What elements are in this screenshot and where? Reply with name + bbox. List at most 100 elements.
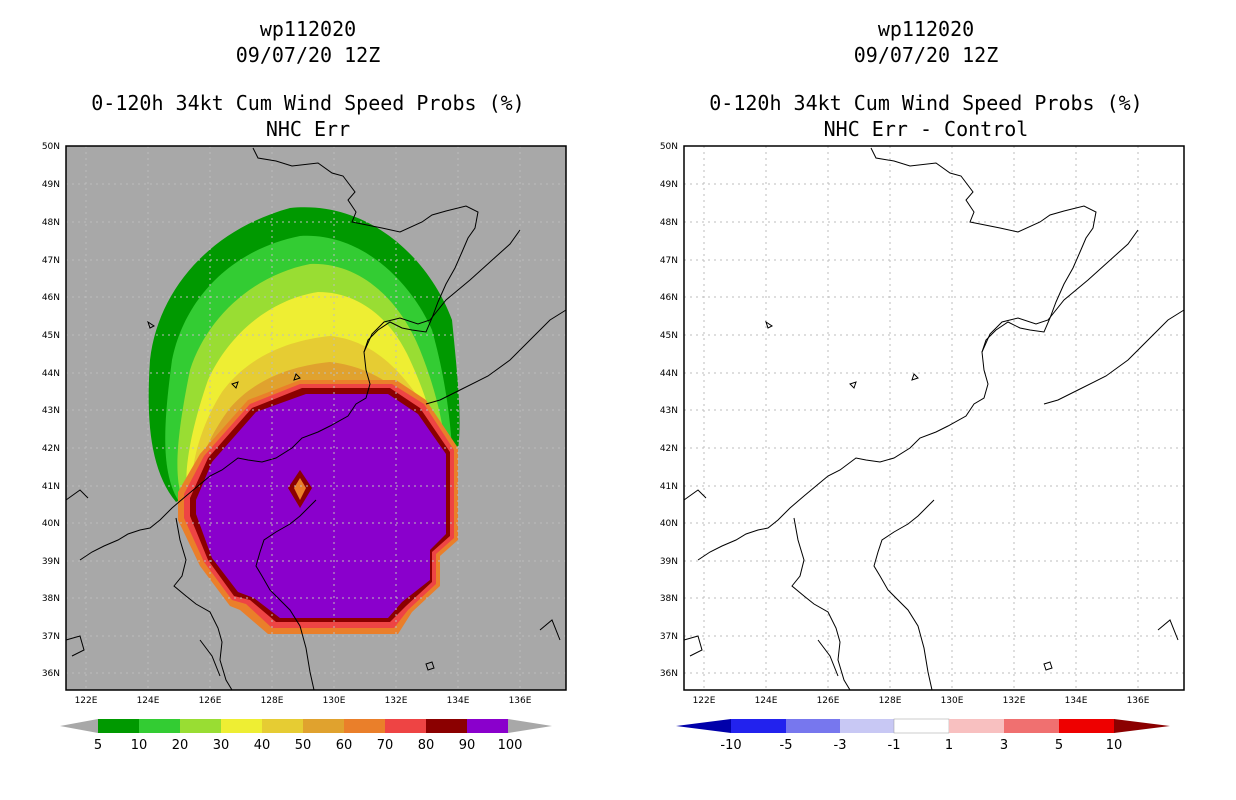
left-lon-label: 130E	[323, 696, 346, 706]
left-datetime: 09/07/20 12Z	[235, 43, 381, 67]
right-map-frame	[683, 145, 1185, 691]
left-colorbar-label: 20	[172, 738, 189, 753]
right-product-title: 0-120h 34kt Cum Wind Speed Probs (%)	[709, 91, 1143, 115]
left-lat-labels: 50N 49N 48N 47N 46N 45N 44N 43N 42N 41N …	[42, 142, 60, 679]
left-colorbar-label: 10	[131, 738, 148, 753]
left-colorbar-low-arrow	[60, 719, 98, 733]
right-colorbar-swatch	[1004, 719, 1059, 733]
right-colorbar: -10 -5 -3 -1 1 3 5 10	[676, 718, 1170, 753]
left-colorbar-swatch	[98, 719, 139, 733]
right-colorbar-swatch	[840, 719, 894, 733]
prob-max-diamond-inner	[294, 478, 306, 500]
right-lon-labels: 122E 124E 126E 128E 130E 132E 134E 136E	[693, 696, 1150, 706]
right-coastlines	[683, 147, 1185, 691]
right-lat-label: 39N	[660, 557, 678, 567]
right-storm-id: wp112020	[877, 17, 975, 41]
right-lon-label: 122E	[693, 696, 716, 706]
right-colorbar-low-arrow	[676, 719, 731, 733]
right-colorbar-swatch	[949, 719, 1004, 733]
right-colorbar-label: -10	[720, 738, 741, 753]
left-lat-label: 39N	[42, 557, 60, 567]
right-lat-label: 38N	[660, 594, 678, 604]
right-lat-label: 44N	[660, 369, 678, 379]
right-lon-label: 136E	[1127, 696, 1150, 706]
right-lon-label: 132E	[1003, 696, 1026, 706]
left-lat-label: 48N	[42, 218, 60, 228]
right-colorbar-label: 1	[945, 738, 953, 753]
left-coastlines	[65, 147, 567, 691]
right-lat-label: 46N	[660, 293, 678, 303]
left-lon-labels: 122E 124E 126E 128E 130E 132E 134E 136E	[75, 696, 532, 706]
left-colorbar-swatch	[344, 719, 385, 733]
right-lat-label: 50N	[660, 142, 678, 152]
left-lat-label: 41N	[42, 482, 60, 492]
left-colorbar-swatch	[262, 719, 303, 733]
left-lat-label: 43N	[42, 406, 60, 416]
right-lon-label: 130E	[941, 696, 964, 706]
right-lon-label: 126E	[817, 696, 840, 706]
right-lon-label: 128E	[879, 696, 902, 706]
left-colorbar-label: 5	[94, 738, 102, 753]
left-lon-label: 136E	[509, 696, 532, 706]
left-lat-label: 47N	[42, 256, 60, 266]
left-lon-label: 126E	[199, 696, 222, 706]
left-colorbar-label: 60	[336, 738, 353, 753]
left-colorbar-label: 90	[459, 738, 476, 753]
right-colorbar-label: -5	[780, 738, 793, 753]
right-lat-label: 42N	[660, 444, 678, 454]
left-lat-label: 45N	[42, 331, 60, 341]
right-lon-label: 124E	[755, 696, 778, 706]
right-lat-label: 37N	[660, 632, 678, 642]
left-lat-label: 37N	[42, 632, 60, 642]
left-colorbar-swatch	[385, 719, 426, 733]
right-lat-label: 40N	[660, 519, 678, 529]
left-lon-label: 124E	[137, 696, 160, 706]
right-product-block: 0-120h 34kt Cum Wind Speed Probs (%) NHC…	[646, 90, 1206, 142]
right-lat-label: 49N	[660, 180, 678, 190]
right-grid	[684, 146, 1184, 690]
right-colorbar-label: -1	[888, 738, 901, 753]
right-colorbar-swatch	[786, 719, 840, 733]
left-lon-label: 128E	[261, 696, 284, 706]
right-map: 50N 49N 48N 47N 46N 45N 44N 43N 42N 41N …	[660, 142, 1185, 753]
left-colorbar-label: 100	[498, 738, 523, 753]
right-lat-label: 43N	[660, 406, 678, 416]
right-colorbar-label: 10	[1106, 738, 1123, 753]
left-product-block: 0-120h 34kt Cum Wind Speed Probs (%) NHC…	[28, 90, 588, 142]
right-lat-label: 36N	[660, 669, 678, 679]
left-lat-label: 46N	[42, 293, 60, 303]
right-colorbar-swatch	[893, 718, 950, 734]
left-subtitle: NHC Err	[265, 117, 351, 141]
left-map: 50N 49N 48N 47N 46N 45N 44N 43N 42N 41N …	[42, 142, 567, 753]
left-product-title: 0-120h 34kt Cum Wind Speed Probs (%)	[91, 91, 525, 115]
left-colorbar-swatch	[303, 719, 344, 733]
right-lon-label: 134E	[1065, 696, 1088, 706]
left-lon-label: 132E	[385, 696, 408, 706]
left-title-block: wp112020 09/07/20 12Z	[28, 16, 588, 68]
left-colorbar-swatch	[426, 719, 467, 733]
right-lat-label: 41N	[660, 482, 678, 492]
left-colorbar-label: 40	[254, 738, 271, 753]
right-colorbar-label: -3	[834, 738, 847, 753]
left-lat-label: 50N	[42, 142, 60, 152]
left-lat-label: 49N	[42, 180, 60, 190]
left-lat-label: 38N	[42, 594, 60, 604]
left-lon-label: 134E	[447, 696, 470, 706]
right-lat-labels: 50N 49N 48N 47N 46N 45N 44N 43N 42N 41N …	[660, 142, 678, 679]
right-lat-label: 48N	[660, 218, 678, 228]
prob-band-100	[196, 394, 446, 618]
left-map-frame	[65, 145, 567, 691]
left-colorbar: 5 10 20 30 40 50 60 70 80 90 100	[60, 719, 552, 753]
left-colorbar-label: 70	[377, 738, 394, 753]
right-colorbar-swatch	[1059, 719, 1114, 733]
left-colorbar-swatch	[467, 719, 508, 733]
left-colorbar-label: 50	[295, 738, 312, 753]
left-lat-label: 40N	[42, 519, 60, 529]
left-colorbar-swatch	[180, 719, 221, 733]
left-lat-label: 42N	[42, 444, 60, 454]
right-title-block: wp112020 09/07/20 12Z	[646, 16, 1206, 68]
right-colorbar-label: 5	[1055, 738, 1063, 753]
right-colorbar-swatch	[731, 719, 786, 733]
right-lat-label: 47N	[660, 256, 678, 266]
